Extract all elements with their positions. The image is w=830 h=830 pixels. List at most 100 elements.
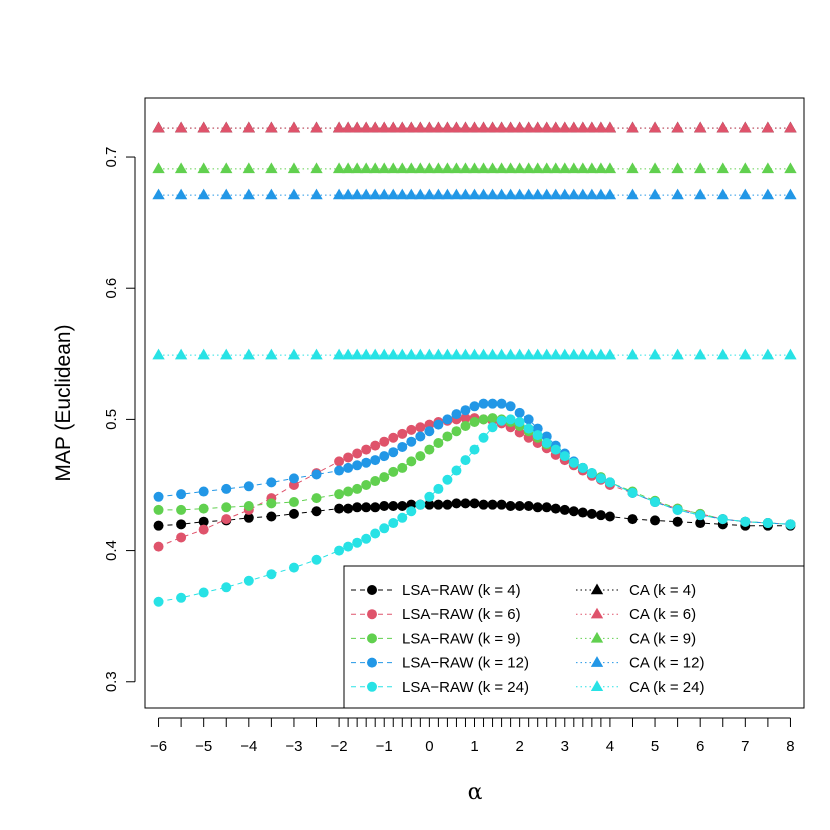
ca-marker <box>414 188 427 200</box>
y-tick-label: 0.4 <box>103 540 120 561</box>
x-tick-label: −1 <box>376 738 393 755</box>
ca-marker <box>531 121 544 133</box>
lsa-marker <box>198 486 209 497</box>
lsa-marker <box>424 426 435 437</box>
ca-marker <box>504 162 517 174</box>
ca-marker <box>761 121 775 133</box>
ca-marker <box>310 121 323 133</box>
lsa-marker <box>559 504 570 515</box>
ca-marker <box>716 348 729 360</box>
ca-marker <box>671 162 684 174</box>
lsa-marker <box>361 457 372 468</box>
legend-label: LSA−RAW (k = 4) <box>402 582 521 599</box>
ca-marker <box>477 348 490 360</box>
lsa-marker <box>672 516 683 527</box>
ca-marker <box>387 162 400 174</box>
x-tick-label: 0 <box>425 738 433 755</box>
ca-marker <box>396 121 409 133</box>
lsa-marker <box>361 479 372 490</box>
ca-marker <box>350 188 364 200</box>
legend-marker <box>367 585 377 595</box>
legend-marker <box>590 680 604 692</box>
ca-marker <box>378 162 391 174</box>
ca-marker <box>603 121 617 133</box>
x-tick-label: −6 <box>150 738 167 755</box>
lsa-marker <box>266 498 277 509</box>
lsa-marker <box>469 498 480 509</box>
ca-marker <box>576 162 590 174</box>
legend-marker <box>590 631 604 643</box>
y-tick-label: 0.6 <box>103 278 120 299</box>
lsa-marker <box>370 528 381 539</box>
ca-marker <box>432 188 445 200</box>
ca-marker <box>197 348 210 360</box>
y-axis: 0.3 0.4 0.5 0.6 0.7 <box>103 147 136 692</box>
lsa-marker <box>433 438 444 449</box>
lsa-marker <box>243 500 254 511</box>
ca-marker <box>287 348 301 360</box>
ca-marker <box>558 162 571 174</box>
ca-marker <box>784 348 797 360</box>
ca-marker <box>540 121 553 133</box>
lsa-marker <box>311 554 322 565</box>
x-tick-label: 5 <box>651 738 659 755</box>
lsa-marker <box>361 444 372 455</box>
ca-marker <box>359 348 373 360</box>
lsa-marker <box>370 440 381 451</box>
ca-marker <box>459 162 472 174</box>
lsa-marker <box>379 472 390 483</box>
ca-marker <box>567 188 580 200</box>
lsa-marker <box>433 499 444 510</box>
ca-marker <box>626 188 639 200</box>
ca-marker <box>459 121 472 133</box>
ca-marker <box>716 121 729 133</box>
lsa-marker <box>627 487 638 498</box>
lsa-marker <box>568 457 579 468</box>
lsa-marker <box>311 493 322 504</box>
ca-marker <box>716 188 729 200</box>
x-tick-label: 6 <box>696 738 704 755</box>
lsa-marker <box>266 477 277 488</box>
lsa-marker <box>762 518 773 529</box>
ca-marker <box>522 162 535 174</box>
ca-marker <box>387 188 400 200</box>
ca-marker <box>671 121 684 133</box>
ca-marker <box>522 188 535 200</box>
ca-marker <box>341 348 355 360</box>
lsa-marker <box>650 515 661 526</box>
lsa-marker <box>397 441 408 452</box>
lsa-marker <box>469 444 480 455</box>
lsa-marker <box>388 500 399 511</box>
lsa-marker <box>266 511 277 522</box>
ca-marker <box>414 162 427 174</box>
lsa-marker <box>460 405 471 416</box>
lsa-marker <box>176 592 187 603</box>
legend-label: CA (k = 9) <box>629 630 696 647</box>
lsa-marker <box>352 537 363 548</box>
x-axis: −6 −5 −4 −3 −2 −1 0 1 2 3 4 5 6 7 8 <box>150 717 795 755</box>
ca-marker <box>405 188 418 200</box>
legend-marker <box>367 657 377 668</box>
ca-series-3 <box>152 188 797 200</box>
legend-marker <box>590 583 604 595</box>
ca-marker <box>414 348 427 360</box>
legend-label: CA (k = 24) <box>629 679 704 696</box>
lsa-marker <box>695 518 706 529</box>
lsa-marker <box>343 462 354 473</box>
x-tick-label: 4 <box>606 738 614 755</box>
lsa-marker <box>221 514 232 525</box>
ca-marker <box>468 188 481 200</box>
ca-marker <box>341 121 355 133</box>
lsa-marker <box>397 462 408 473</box>
ca-marker <box>549 348 562 360</box>
ca-marker <box>486 188 499 200</box>
x-tick-label: 3 <box>561 738 569 755</box>
lsa-marker <box>433 419 444 430</box>
lsa-marker <box>523 500 534 511</box>
lsa-marker <box>311 506 322 517</box>
ca-marker <box>359 121 373 133</box>
lsa-marker <box>717 514 728 525</box>
y-axis-title: MAP (Euclidean) <box>52 324 75 481</box>
lsa-marker <box>198 516 209 527</box>
ca-series-1 <box>152 121 797 133</box>
